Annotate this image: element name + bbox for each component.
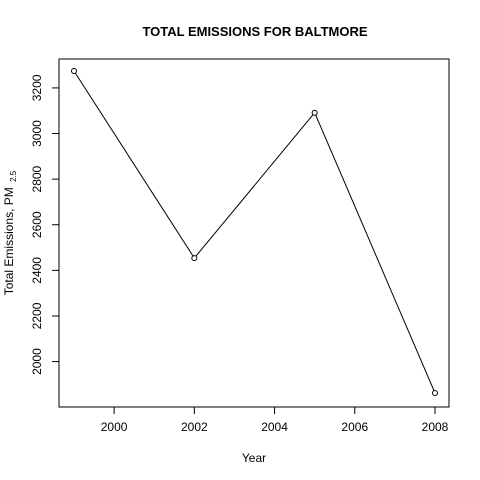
- data-point: [191, 255, 198, 262]
- y-axis-label: Total Emissions, PM 2.5: [2, 170, 18, 295]
- y-tick-label: 2400: [30, 257, 44, 284]
- data-point: [311, 109, 318, 116]
- x-tick-label: 2004: [261, 420, 288, 434]
- chart-title: TOTAL EMISSIONS FOR BALTMORE: [142, 24, 367, 39]
- x-axis-label: Year: [242, 451, 266, 465]
- y-tick-label: 3200: [30, 74, 44, 101]
- x-tick-label: 2002: [181, 420, 208, 434]
- data-point: [432, 390, 438, 396]
- data-point: [71, 68, 77, 74]
- y-axis-label-subscript: 2.5: [9, 170, 18, 182]
- x-tick-label: 2006: [341, 420, 368, 434]
- y-tick-label: 2800: [30, 165, 44, 192]
- x-tick-label: 2000: [101, 420, 128, 434]
- y-tick-label: 2200: [30, 302, 44, 329]
- y-axis-label-main: Total Emissions, PM: [2, 187, 16, 295]
- series-line-group: [71, 68, 438, 396]
- y-axis: 2000 2200 2400 2600 2800 3000 3200: [30, 74, 60, 375]
- y-tick-label: 2600: [30, 211, 44, 238]
- x-tick-label: 2008: [422, 420, 449, 434]
- x-axis: 2000 2002 2004 2006 2008: [101, 406, 449, 434]
- plot-frame: [58, 58, 450, 408]
- y-tick-label: 3000: [30, 120, 44, 147]
- series-line: [73, 70, 436, 394]
- y-tick-label: 2000: [30, 348, 44, 375]
